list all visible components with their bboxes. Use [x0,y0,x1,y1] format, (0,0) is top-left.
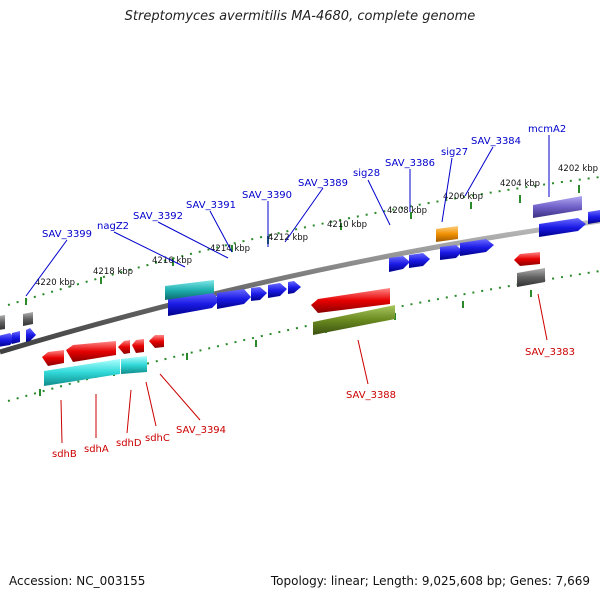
accession-text: Accession: NC_003155 [9,574,146,588]
gene-label: SAV_3399 [42,229,92,240]
gene-label: SAV_3390 [242,190,292,201]
kbp-label: 4220 kbp [35,278,75,288]
reverse-gene-labels: SAV_3383 SAV_3388 SAV_3394 sdhC sdhD sdh… [52,347,575,460]
kbp-label: 4206 kbp [443,192,483,202]
top-major-ticks [25,185,580,305]
gene-arrow-reverse [514,252,540,266]
gene-arrow [409,253,430,268]
gene-arrow [26,328,36,342]
gene-label: sig28 [353,168,380,179]
misc-feature-green [313,305,395,335]
gene-arrow-reverse [0,315,5,330]
gene-label: SAV_3383 [525,347,575,358]
gene-arrow-reverse [118,340,130,354]
gene-label: SAV_3384 [471,136,521,147]
gene-arrow [168,292,220,316]
gene-label: SAV_3392 [133,211,183,222]
gene-arrow [389,256,410,272]
gene-label: nagZ2 [97,221,129,232]
gene-arrow [440,245,463,260]
gene-label: sdhC [145,433,170,444]
gene-label: sdhB [52,449,77,460]
gene-arrow [460,239,494,256]
gene-arrow-reverse [42,350,64,366]
label-leader-lines [25,135,550,444]
gene-arrow [217,289,251,309]
gene-label: sig27 [441,147,468,158]
kbp-label: 4210 kbp [327,220,367,230]
misc-feature-purple [533,196,582,218]
rna-feature [121,356,147,374]
gene-arrow-reverse [66,341,116,362]
gene-arrow [588,210,600,224]
gene-arrow [539,218,586,237]
kbp-label: 4208 kbp [387,206,427,216]
gene-label: SAV_3388 [346,390,396,401]
kbp-label: 4204 kbp [500,179,540,189]
rna-feature [44,359,120,386]
kbp-label: 4218 kbp [93,267,133,277]
gene-arrow-reverse [311,288,390,313]
forward-strand-features [0,196,600,347]
kbp-label: 4202 kbp [558,164,598,174]
rna-feature [165,280,214,300]
topology-text: Topology: linear; Length: 9,025,608 bp; … [270,574,590,588]
genome-axis [0,218,600,355]
bottom-scale-track [7,270,600,402]
gene-label: SAV_3386 [385,158,435,169]
gene-arrow-reverse [149,335,164,348]
gene-arrow [251,287,267,301]
gene-label: SAV_3394 [176,425,226,436]
gene-arrow-reverse [132,339,144,353]
forward-gene-labels: mcmA2 SAV_3384 sig27 SAV_3386 sig28 SAV_… [42,124,566,240]
gene-label: sdhA [84,444,109,455]
gene-label: mcmA2 [528,124,566,135]
gene-box-grey [23,312,33,326]
map-title: Streptomyces avermitilis MA-4680, comple… [124,9,476,24]
gene-box-grey [517,268,545,287]
gene-arrow [268,283,287,298]
gene-label: SAV_3391 [186,200,236,211]
gene-label: SAV_3389 [298,178,348,189]
misc-feature-orange [436,226,458,242]
gene-arrow [288,281,301,294]
gene-arrow [12,331,20,344]
reverse-strand-features [42,252,545,386]
gene-label: sdhD [116,438,142,449]
